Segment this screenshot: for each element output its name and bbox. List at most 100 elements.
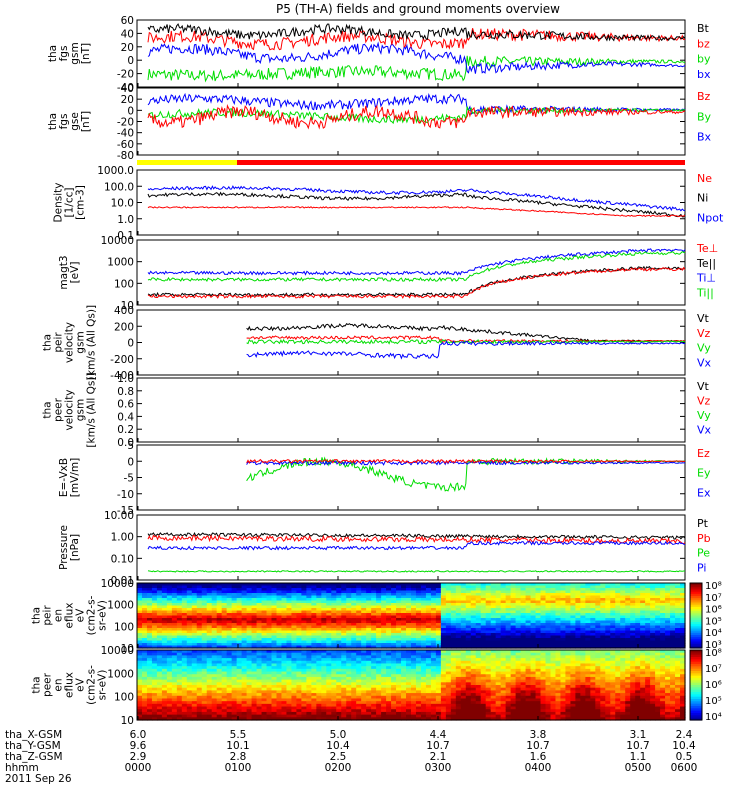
spectrogram-cell: [625, 635, 631, 639]
spectrogram-cell: [256, 674, 263, 678]
spectrogram-cell: [316, 620, 322, 624]
spectrogram-cell: [440, 588, 447, 592]
spectrogram-cell: [156, 714, 163, 718]
spectrogram-cell: [137, 643, 143, 647]
spectrogram-cell: [166, 588, 173, 592]
spectrogram-cell: [196, 674, 203, 678]
spectrogram-cell: [495, 588, 502, 592]
spectrogram-cell: [346, 605, 352, 609]
spectrogram-cell: [226, 701, 233, 705]
spectrogram-cell: [415, 598, 422, 602]
spectrogram-cell: [341, 603, 347, 607]
spectrogram-cell: [271, 701, 278, 705]
spectrogram-cell: [331, 638, 337, 642]
spectrogram-cell: [146, 583, 153, 587]
spectrogram-cell: [281, 643, 288, 647]
spectrogram-cell: [440, 709, 447, 713]
spectrogram-cell: [201, 679, 208, 683]
spectrogram-cell: [625, 590, 631, 594]
spectrogram-cell: [241, 666, 248, 670]
spectrogram-cell: [251, 690, 258, 694]
spectrogram-cell: [346, 698, 352, 702]
spectrogram-cell: [386, 618, 392, 622]
spectrogram-cell: [406, 615, 412, 619]
colorbar-step: [690, 611, 702, 614]
spectrogram-cell: [590, 635, 596, 639]
spectrogram-cell: [445, 663, 452, 667]
spectrogram-cell: [655, 595, 661, 599]
spectrogram-cell: [246, 652, 253, 656]
spectrogram-cell: [137, 625, 143, 629]
spectrogram-cell: [445, 593, 452, 597]
spectrogram-cell: [166, 628, 173, 632]
spectrogram-cell: [640, 583, 646, 587]
spectrogram-cell: [231, 690, 238, 694]
spectrogram-cell: [236, 698, 243, 702]
spectrogram-cell: [246, 585, 253, 589]
spectrogram-cell: [665, 623, 671, 627]
spectrogram-cell: [460, 685, 467, 689]
spectrogram-cell: [296, 706, 302, 710]
spectrogram-cell: [336, 695, 342, 700]
spectrogram-cell: [241, 608, 248, 612]
spectrogram-cell: [266, 701, 273, 705]
spectrogram-cell: [141, 674, 148, 678]
spectrogram-cell: [251, 695, 258, 700]
legend-entry: Pe: [697, 547, 710, 560]
spectrogram-cell: [530, 620, 537, 624]
spectrogram-cell: [196, 671, 203, 675]
spectrogram-cell: [331, 608, 337, 612]
spectrogram-cell: [366, 698, 372, 702]
spectrogram-cell: [306, 668, 312, 673]
spectrogram-cell: [321, 615, 327, 619]
spectrogram-cell: [246, 709, 253, 713]
spectrogram-cell: [301, 645, 307, 649]
spectrogram-cell: [411, 695, 417, 700]
spectrogram-cell: [306, 633, 312, 637]
spectrogram-cell: [406, 655, 412, 659]
spectrogram-cell: [306, 590, 312, 594]
spectrogram-cell: [615, 610, 621, 614]
spectrogram-cell: [146, 633, 153, 637]
spectrogram-cell: [445, 687, 452, 691]
spectrogram-cell: [425, 668, 432, 673]
spectrogram-cell: [246, 635, 253, 639]
spectrogram-cell: [241, 598, 248, 602]
spectrogram-cell: [137, 679, 143, 683]
spectrogram-cell: [141, 655, 148, 659]
spectrogram-cell: [206, 638, 213, 642]
spectrogram-cell: [465, 638, 472, 642]
spectrogram-cell: [301, 711, 307, 716]
spectrogram-cell: [296, 668, 302, 673]
spectrogram-cell: [351, 709, 357, 713]
spectrogram-cell: [620, 588, 626, 592]
spectrogram-cell: [221, 635, 228, 639]
spectrogram-cell: [640, 600, 646, 604]
spectrogram-cell: [670, 595, 676, 599]
spectrogram-cell: [266, 687, 273, 691]
spectrogram-cell: [241, 595, 248, 599]
spectrogram-cell: [510, 615, 517, 619]
spectrogram-cell: [420, 613, 427, 617]
spectrogram-cell: [176, 666, 183, 670]
spectrogram-cell: [401, 633, 407, 637]
spectrogram-cell: [176, 625, 183, 629]
spectrogram-cell: [450, 693, 457, 697]
spectrogram-cell: [146, 658, 153, 662]
spectrogram-cell: [670, 643, 676, 647]
spectrogram-cell: [665, 618, 671, 622]
spectrogram-cell: [381, 660, 387, 665]
spectrogram-cell: [415, 640, 422, 644]
spectrogram-cell: [580, 608, 586, 612]
spectrogram-cell: [480, 613, 487, 617]
y-tick-label: -400: [110, 370, 134, 382]
spectrogram-cell: [455, 620, 462, 624]
spectrogram-cell: [440, 640, 447, 644]
spectrogram-cell: [236, 693, 243, 697]
colorbar-step: [690, 632, 702, 636]
spectrogram-cell: [415, 709, 422, 713]
spectrogram-cell: [201, 698, 208, 702]
spectrogram-cell: [450, 671, 457, 675]
spectrogram-cell: [460, 660, 467, 665]
spectrogram-cell: [176, 640, 183, 644]
